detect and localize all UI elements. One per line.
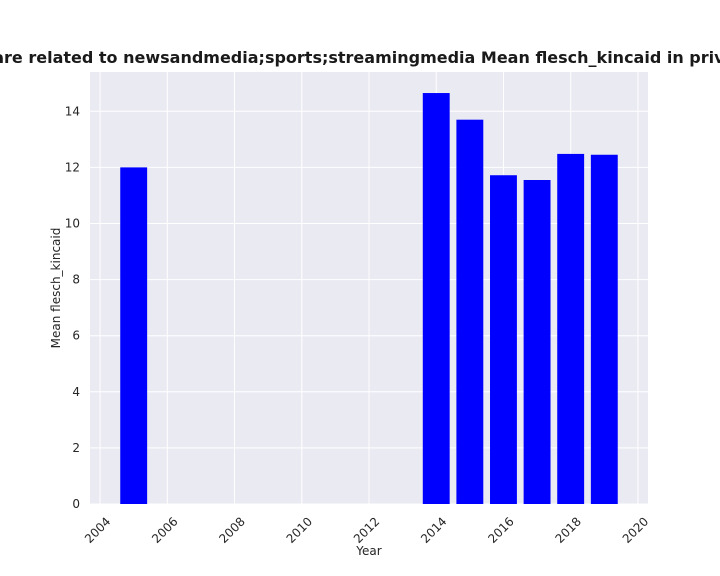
y-tick-label: 12 xyxy=(65,160,80,174)
x-tick-label: 2020 xyxy=(620,514,651,545)
x-tick-label: 2010 xyxy=(284,514,315,545)
y-tick-label: 8 xyxy=(72,273,80,287)
x-tick-label: 2006 xyxy=(149,514,180,545)
y-axis-label: Mean flesch_kincaid xyxy=(49,228,63,349)
y-tick-label: 2 xyxy=(72,441,80,455)
y-tick-labels: 0 2 4 6 8 10 12 14 xyxy=(65,104,80,511)
bars xyxy=(120,93,618,505)
x-tick-label: 2014 xyxy=(418,514,449,545)
x-tick-label: 2016 xyxy=(485,514,516,545)
y-tick-label: 10 xyxy=(65,216,80,230)
bar-2019 xyxy=(590,154,618,505)
y-tick-label: 14 xyxy=(65,104,80,118)
bar-2014 xyxy=(422,93,450,504)
x-tick-label: 2012 xyxy=(351,514,382,545)
bar-2017 xyxy=(523,180,551,504)
bar-2018 xyxy=(557,153,585,504)
y-tick-label: 0 xyxy=(72,497,80,511)
bar-2016 xyxy=(490,175,517,504)
x-tick-label: 2004 xyxy=(82,514,113,545)
bar-2005 xyxy=(120,167,148,504)
bar-2015 xyxy=(456,119,484,505)
x-axis-label: Year xyxy=(355,544,381,558)
x-tick-label: 2018 xyxy=(553,514,584,545)
x-tick-label: 2008 xyxy=(216,514,247,545)
x-tick-labels: 2004 2006 2008 2010 2012 2014 2016 2018 2020 xyxy=(82,514,651,545)
y-tick-label: 4 xyxy=(72,385,80,399)
chart-title: Categories are related to newsandmedia;s… xyxy=(0,48,720,67)
y-tick-label: 6 xyxy=(72,329,80,343)
grid-lines xyxy=(90,72,648,505)
